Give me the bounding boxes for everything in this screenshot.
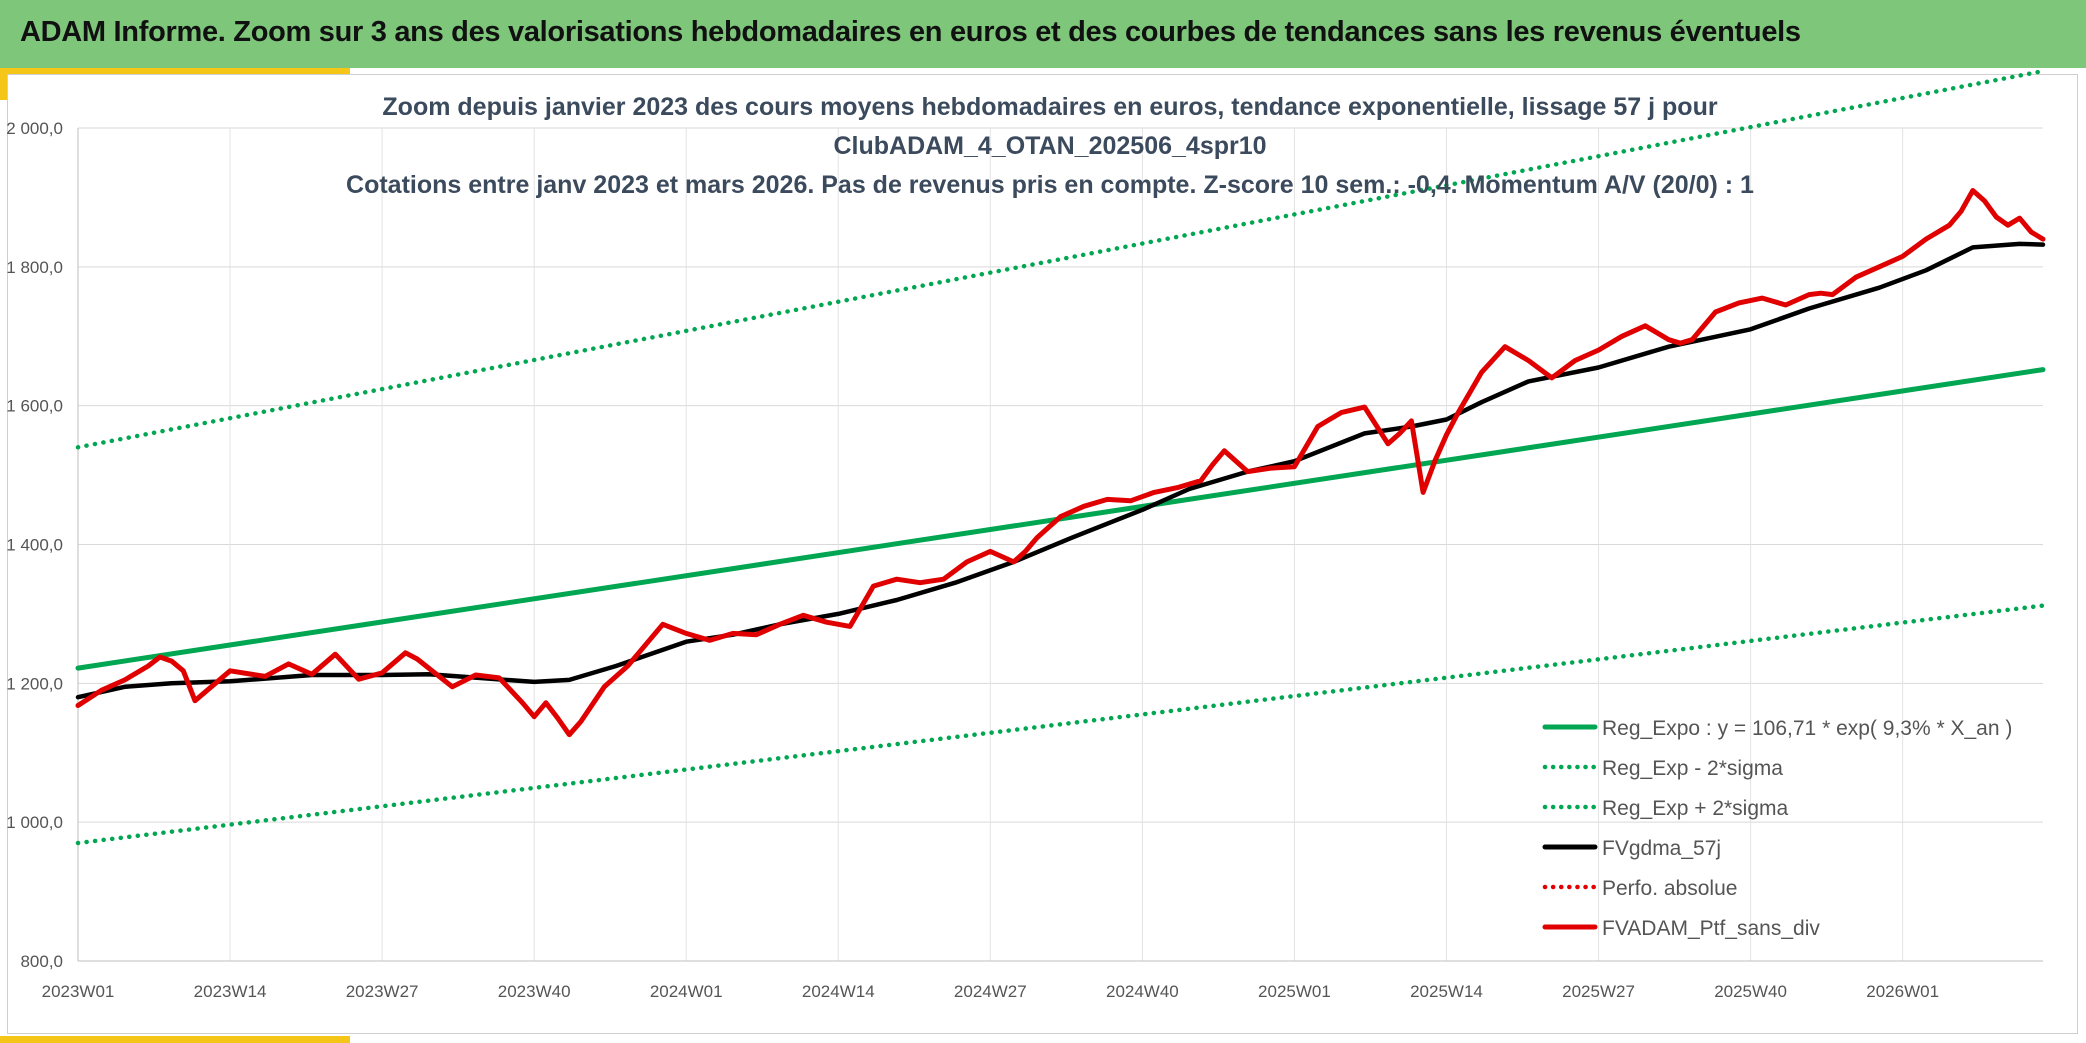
chart-frame (7, 74, 2078, 1034)
chart-title-line: Cotations entre janv 2023 et mars 2026. … (346, 171, 1754, 199)
axis-layer: 800,0 1 000,0 1 200,0 1 400,0 1 600,0 1 800,0… (6, 119, 2043, 1001)
legend-entry-label: Reg_Expo : y = 106,71 * exp( 9,3% * X_an… (1602, 717, 2012, 740)
y-tick-label: 1 600,0 (6, 397, 63, 416)
x-tick-label: 2024W40 (1106, 982, 1179, 1001)
series-line-fvadam-ptf-sans-div (75, 188, 2046, 738)
legend-entry-label: FVgdma_57j (1602, 837, 1721, 860)
y-tick-label: 1 000,0 (6, 813, 63, 832)
x-tick-label: 2023W27 (346, 982, 419, 1001)
y-tick-label: 1 800,0 (6, 258, 63, 277)
grid-layer (77, 127, 2043, 962)
series-line-reg-exp-2-sigma (75, 68, 2046, 450)
accent-bar-left (0, 68, 7, 100)
series-layer (75, 68, 2046, 846)
x-tick-label: 2025W27 (1562, 982, 1635, 1001)
chart-title-layer: Zoom depuis janvier 2023 des cours moyen… (346, 93, 1754, 199)
legend-entry-label: FVADAM_Ptf_sans_div (1602, 917, 1820, 940)
legend-entry-label: Perfo. absolue (1602, 877, 1737, 900)
y-tick-label: 1 400,0 (6, 536, 63, 555)
x-tick-label: 2026W01 (1866, 982, 1939, 1001)
header-bar: ADAM Informe. Zoom sur 3 ans des valoris… (0, 0, 2086, 68)
x-tick-label: 2023W01 (42, 982, 115, 1001)
y-tick-label: 800,0 (20, 952, 63, 971)
accent-bar-top (0, 68, 350, 74)
x-tick-label: 2025W01 (1258, 982, 1331, 1001)
chart-title-line: ClubADAM_4_OTAN_202506_4spr10 (833, 132, 1266, 160)
x-tick-label: 2023W40 (498, 982, 571, 1001)
legend-entry-label: Reg_Exp - 2*sigma (1602, 757, 1783, 780)
x-tick-label: 2023W14 (194, 982, 267, 1001)
x-tick-label: 2025W14 (1410, 982, 1483, 1001)
accent-bar-bottom (0, 1036, 350, 1043)
x-tick-label: 2024W14 (802, 982, 875, 1001)
chart-title-line: Zoom depuis janvier 2023 des cours moyen… (382, 93, 1717, 121)
x-tick-label: 2024W01 (650, 982, 723, 1001)
x-tick-label: 2024W27 (954, 982, 1027, 1001)
legend-entry-label: Reg_Exp + 2*sigma (1602, 797, 1789, 820)
page-title: ADAM Informe. Zoom sur 3 ans des valoris… (20, 16, 1801, 48)
x-tick-label: 2025W40 (1714, 982, 1787, 1001)
y-tick-label: 2 000,0 (6, 119, 63, 138)
series-line-fvgdma-57j (75, 241, 2046, 700)
legend-layer: Reg_Expo : y = 106,71 * exp( 9,3% * X_an… (1542, 717, 2012, 940)
series-line-reg-exp-2-sigma (75, 603, 2046, 846)
y-tick-label: 1 200,0 (6, 674, 63, 693)
